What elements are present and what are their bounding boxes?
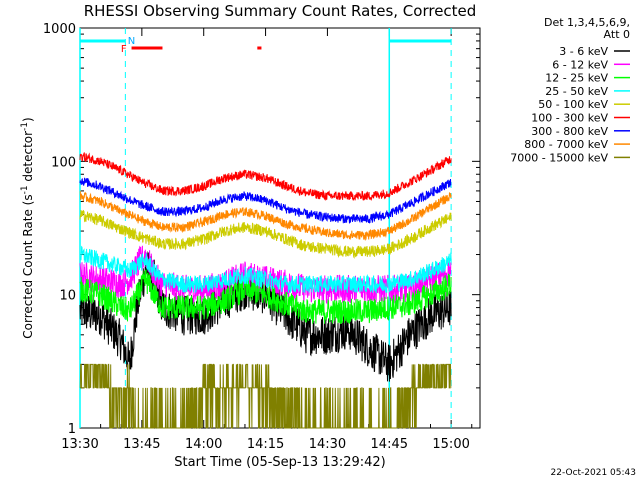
y-axis-label-mid: detector [21, 131, 35, 186]
legend-entry-label: 7000 - 15000 keV [510, 151, 608, 164]
series-line [79, 269, 452, 325]
legend-entry-label: 25 - 50 keV [545, 85, 608, 98]
footer-timestamp: 22-Oct-2021 05:43 [551, 468, 636, 478]
legend-entry-label: 800 - 7000 keV [524, 138, 608, 151]
legend-header-line2: Att 0 [604, 28, 630, 41]
legend-entry-label: 6 - 12 keV [552, 58, 608, 71]
y-tick-label: 10 [59, 289, 76, 304]
y-axis-label-main: Corrected Count Rate (s [21, 194, 35, 338]
x-tick-label: 14:15 [247, 437, 284, 452]
legend-entry-label: 50 - 100 keV [538, 98, 608, 111]
series-line [79, 177, 452, 224]
y-axis-label: Corrected Count Rate (s-1 detector-1) [20, 117, 35, 338]
series-line [79, 363, 452, 429]
series-line [79, 209, 452, 259]
series-lines [79, 152, 452, 429]
x-axis-label: Start Time (05-Sep-13 13:29:42) [174, 455, 385, 470]
legend-entry-label: 3 - 6 keV [559, 45, 608, 58]
y-tick-label: 1000 [43, 22, 76, 37]
legend-entry-label: 100 - 300 keV [531, 112, 608, 125]
y-axis-label-end: ) [21, 117, 35, 122]
legend-header-line1: Det 1,3,4,5,6,9, [544, 16, 630, 29]
x-tick-label: 13:30 [61, 437, 98, 452]
x-tick-label: 14:45 [371, 437, 408, 452]
x-tick-label: 13:45 [123, 437, 160, 452]
y-tick-label: 1 [68, 422, 76, 437]
flag-markers: FN [121, 36, 262, 55]
series-line [79, 152, 452, 202]
x-tick-label: 14:00 [185, 437, 222, 452]
flag-f-label: F [121, 44, 127, 55]
y-axis-label-sup1: -1 [20, 185, 30, 194]
x-tick-label: 14:30 [309, 437, 346, 452]
series-line [79, 245, 452, 294]
series-line [79, 190, 452, 241]
y-tick-label: 100 [51, 155, 76, 170]
y-axis-label-sup2: -1 [20, 122, 30, 131]
chart-title: RHESSI Observing Summary Count Rates, Co… [84, 2, 477, 20]
legend-entry-label: 12 - 25 keV [545, 72, 608, 85]
x-tick-label: 15:00 [432, 437, 469, 452]
flag-n-label: N [128, 36, 135, 47]
legend-entry-label: 300 - 800 keV [531, 125, 608, 138]
